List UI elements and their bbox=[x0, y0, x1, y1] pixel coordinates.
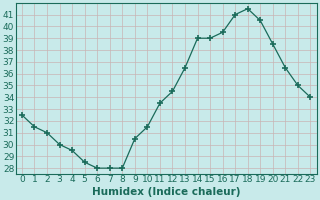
X-axis label: Humidex (Indice chaleur): Humidex (Indice chaleur) bbox=[92, 187, 240, 197]
